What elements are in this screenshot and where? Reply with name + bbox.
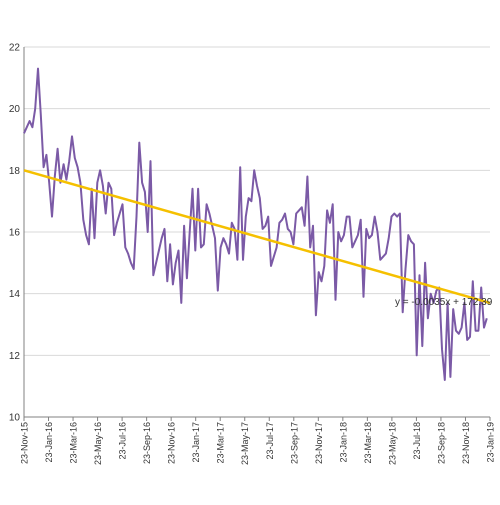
y-tick-label: 20 (9, 104, 21, 115)
series-line (23, 67, 488, 381)
x-tick-label: 23-Jan-19 (486, 422, 496, 463)
x-tick-label: 23-Nov-18 (461, 422, 471, 464)
x-tick-label: 23-Jan-17 (191, 422, 201, 463)
x-tick-label: 23-Jan-18 (338, 422, 348, 463)
x-tick-label: 23-Mar-18 (363, 422, 373, 464)
trendline-equation-label: y = -0.0035x + 172.39 (395, 297, 493, 308)
x-tick-label: 23-Mar-16 (69, 422, 79, 464)
x-tick-label: 23-Sep-17 (289, 422, 299, 464)
axes (23, 47, 491, 421)
y-tick-label: 22 (9, 43, 21, 54)
labels: y = -0.0035x + 172.39 10 12 14 16 18 20 22 23-N… (9, 43, 496, 466)
gridlines (24, 46, 490, 356)
x-tick-label: 23-Jul-18 (412, 422, 422, 460)
x-tick-label: 23-May-16 (93, 422, 103, 465)
trendline (23, 169, 491, 305)
x-tick-label: 23-Nov-16 (167, 422, 177, 464)
y-tick-label: 16 (9, 228, 21, 239)
x-tick-label: 23-Nov-17 (314, 422, 324, 464)
x-tick-label: 23-Sep-18 (436, 422, 446, 464)
x-tick-label: 23-Jul-16 (118, 422, 128, 460)
trendline-layer (23, 169, 491, 305)
x-tick-label: 23-Nov-15 (20, 422, 30, 464)
series-layer (23, 67, 488, 381)
x-tick-label: 23-Mar-17 (216, 422, 226, 464)
x-tick-label: 23-May-18 (387, 422, 397, 465)
x-tick-label: 23-May-17 (240, 422, 250, 465)
y-tick-label: 14 (9, 289, 21, 300)
x-tick-label: 23-Jul-17 (265, 422, 275, 460)
y-tick-label: 18 (9, 166, 21, 177)
y-tick-label: 12 (9, 351, 21, 362)
y-tick-label: 10 (9, 413, 21, 424)
x-tick-label: 23-Sep-16 (142, 422, 152, 464)
x-tick-label: 23-Jan-16 (44, 422, 54, 463)
